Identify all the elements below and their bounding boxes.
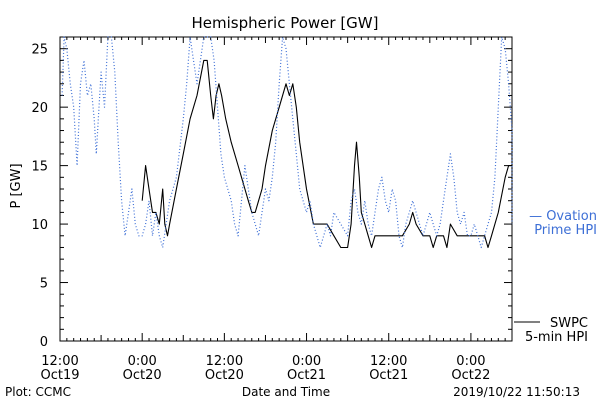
- x-tick-label-date: Oct21: [287, 368, 326, 383]
- series-ovation-prime-line: [61, 36, 513, 249]
- x-axis-label: Date and Time: [242, 385, 330, 399]
- legend-swpc-line1: SWPC: [550, 316, 588, 331]
- legend: — Ovation Prime HPI SWPC 5-min HPI: [514, 209, 597, 345]
- x-tick-label: 0:00: [128, 354, 157, 369]
- series-swpc-line: [141, 59, 513, 249]
- y-axis-label: P [GW]: [9, 163, 24, 208]
- chart-title: Hemispheric Power [GW]: [192, 14, 379, 32]
- footer-plot-credit: Plot: CCMC: [5, 385, 71, 399]
- footer-timestamp: 2019/10/22 11:50:13: [453, 385, 580, 399]
- y-tick-label: 20: [31, 101, 48, 116]
- x-tick-label-date: Oct21: [369, 368, 408, 383]
- legend-swpc-line2: 5-min HPI: [525, 330, 588, 345]
- y-axis: 0 5 10 15 20 25: [31, 36, 512, 350]
- x-tick-label-date: Oct22: [451, 368, 490, 383]
- x-tick-label-date: Oct20: [123, 368, 162, 383]
- y-tick-label: 10: [31, 218, 48, 233]
- legend-ovation-line1: — Ovation: [529, 209, 597, 224]
- x-tick-label: 12:00: [206, 354, 243, 369]
- legend-ovation-line2: Prime HPI: [534, 223, 597, 238]
- y-tick-label: 0: [40, 335, 48, 350]
- x-tick-label: 12:00: [370, 354, 407, 369]
- y-tick-label: 15: [31, 160, 48, 175]
- y-tick-label: 25: [31, 43, 48, 58]
- x-tick-label: 12:00: [41, 354, 78, 369]
- x-tick-label-date: Oct20: [205, 368, 244, 383]
- plot-area: [59, 36, 513, 342]
- x-tick-label-date: Oct19: [40, 368, 79, 383]
- x-tick-label: 0:00: [456, 354, 485, 369]
- x-axis: 12:00Oct190:00Oct2012:00Oct200:00Oct2112…: [40, 37, 513, 383]
- x-tick-label: 0:00: [292, 354, 321, 369]
- y-tick-label: 5: [40, 277, 48, 292]
- series-layer: [61, 36, 513, 249]
